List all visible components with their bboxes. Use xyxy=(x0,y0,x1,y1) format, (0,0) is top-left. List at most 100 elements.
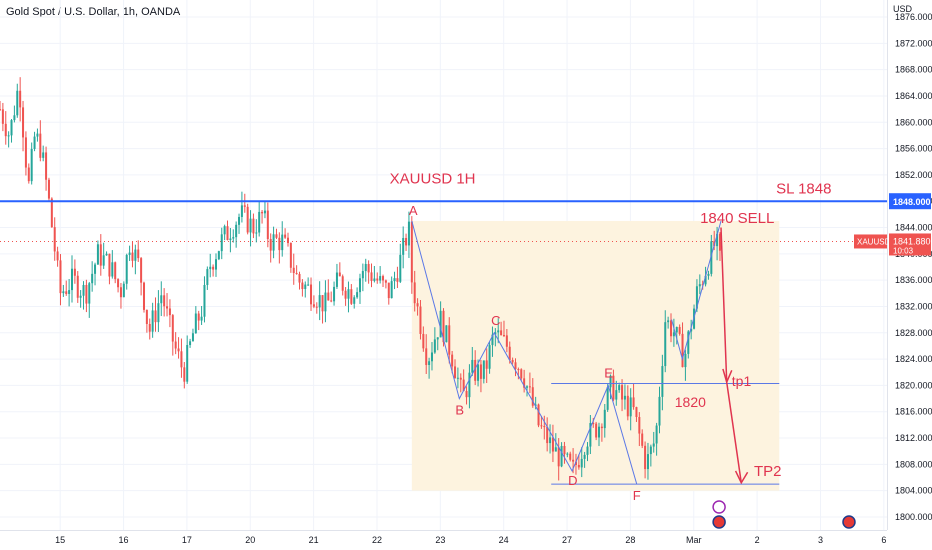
candle-body xyxy=(497,330,500,333)
candle-body xyxy=(27,167,30,182)
candle-body xyxy=(10,120,13,136)
candle-body xyxy=(36,133,39,137)
price-tick-label: 1856.000 xyxy=(895,144,932,154)
us-flag-icon[interactable] xyxy=(842,515,856,529)
candle-body xyxy=(154,310,157,323)
candle-body xyxy=(511,359,514,363)
price-tick-label: 1816.000 xyxy=(895,407,932,417)
candle-body xyxy=(232,237,235,239)
price-badge-bg xyxy=(889,233,931,256)
candle-body xyxy=(114,262,117,280)
candle-body xyxy=(655,425,658,444)
candle-body xyxy=(235,224,238,238)
candle-body xyxy=(482,360,485,379)
time-tick-label: 28 xyxy=(625,535,635,545)
candle-body xyxy=(0,109,2,111)
candle-body xyxy=(454,366,457,379)
candle-body xyxy=(589,423,592,447)
candle-body xyxy=(606,387,609,410)
candle-body xyxy=(557,447,560,467)
candle-body xyxy=(612,375,615,400)
candle-body xyxy=(335,272,338,287)
candle-body xyxy=(618,385,621,391)
candle-body xyxy=(554,447,557,452)
candle-body xyxy=(186,345,189,382)
candle-body xyxy=(341,276,344,291)
candle-body xyxy=(387,282,390,299)
candle-body xyxy=(50,198,53,228)
candle-body xyxy=(33,136,36,149)
candle-body xyxy=(96,244,99,265)
candle-body xyxy=(629,397,632,417)
price-tick-label: 1804.000 xyxy=(895,486,932,496)
currency-label: USD xyxy=(893,4,913,14)
candle-body xyxy=(477,364,480,381)
candle-body xyxy=(94,264,97,274)
candle-body xyxy=(269,239,272,251)
candle-body xyxy=(687,331,690,354)
price-tick-label: 1812.000 xyxy=(895,433,932,443)
candle-body xyxy=(255,232,258,234)
candle-body xyxy=(502,335,505,337)
candle-body xyxy=(436,337,439,340)
price-tick-label: 1820.000 xyxy=(895,380,932,390)
candle-body xyxy=(592,423,595,425)
candle-body xyxy=(514,362,517,370)
candle-body xyxy=(681,333,684,368)
candle-body xyxy=(157,303,160,323)
price-tick-label: 1824.000 xyxy=(895,354,932,364)
sell-label: 1840 SELL xyxy=(700,210,774,227)
candle-body xyxy=(22,107,25,138)
candle-body xyxy=(479,364,482,379)
candle-body xyxy=(145,309,148,324)
candle-body xyxy=(16,90,19,116)
candle-body xyxy=(465,391,468,398)
candle-body xyxy=(546,426,549,444)
candle-body xyxy=(70,268,74,291)
candle-body xyxy=(177,348,180,352)
candle-body xyxy=(603,409,606,429)
candle-body xyxy=(494,332,497,335)
candle-body xyxy=(122,283,125,298)
candle-body xyxy=(148,323,151,332)
candle-body xyxy=(580,458,583,468)
candle-body xyxy=(30,148,33,182)
candle-body xyxy=(551,437,554,452)
candle-body xyxy=(59,260,62,294)
candle-body xyxy=(142,282,146,310)
candle-body xyxy=(537,404,540,426)
candle-body xyxy=(315,306,318,308)
candle-body xyxy=(433,339,436,353)
price-tick-label: 1860.000 xyxy=(895,117,932,127)
candle-body xyxy=(373,278,376,281)
candle-body xyxy=(125,254,128,284)
candle-body xyxy=(695,286,698,309)
candle-body xyxy=(174,341,177,349)
candle-body xyxy=(171,315,174,342)
lightning-event-icon[interactable] xyxy=(712,500,726,514)
candle-body xyxy=(600,426,603,429)
candle-body xyxy=(266,210,269,240)
price-badge[interactable]: XAUUSD 1841.880 10:03 xyxy=(854,233,931,256)
level-badge[interactable]: 1848.000 xyxy=(889,193,931,210)
candle-body xyxy=(485,360,488,369)
time-tick-label: 23 xyxy=(435,535,445,545)
us-flag-icon[interactable] xyxy=(712,515,726,529)
candle-body xyxy=(304,284,307,290)
candle-body xyxy=(194,313,197,334)
candle-body xyxy=(644,445,647,470)
event-icons[interactable] xyxy=(712,500,856,529)
candle-body xyxy=(53,227,56,252)
candle-body xyxy=(425,348,428,365)
pattern-point-label: E xyxy=(604,365,613,380)
candle-body xyxy=(206,269,209,285)
candle-body xyxy=(324,292,327,312)
candle-body xyxy=(189,341,192,346)
candle-body xyxy=(670,320,673,337)
time-tick-label: 15 xyxy=(55,535,65,545)
candle-body xyxy=(448,325,451,355)
candle-body xyxy=(462,379,465,392)
candle-body xyxy=(641,433,644,446)
candle-body xyxy=(540,425,543,427)
